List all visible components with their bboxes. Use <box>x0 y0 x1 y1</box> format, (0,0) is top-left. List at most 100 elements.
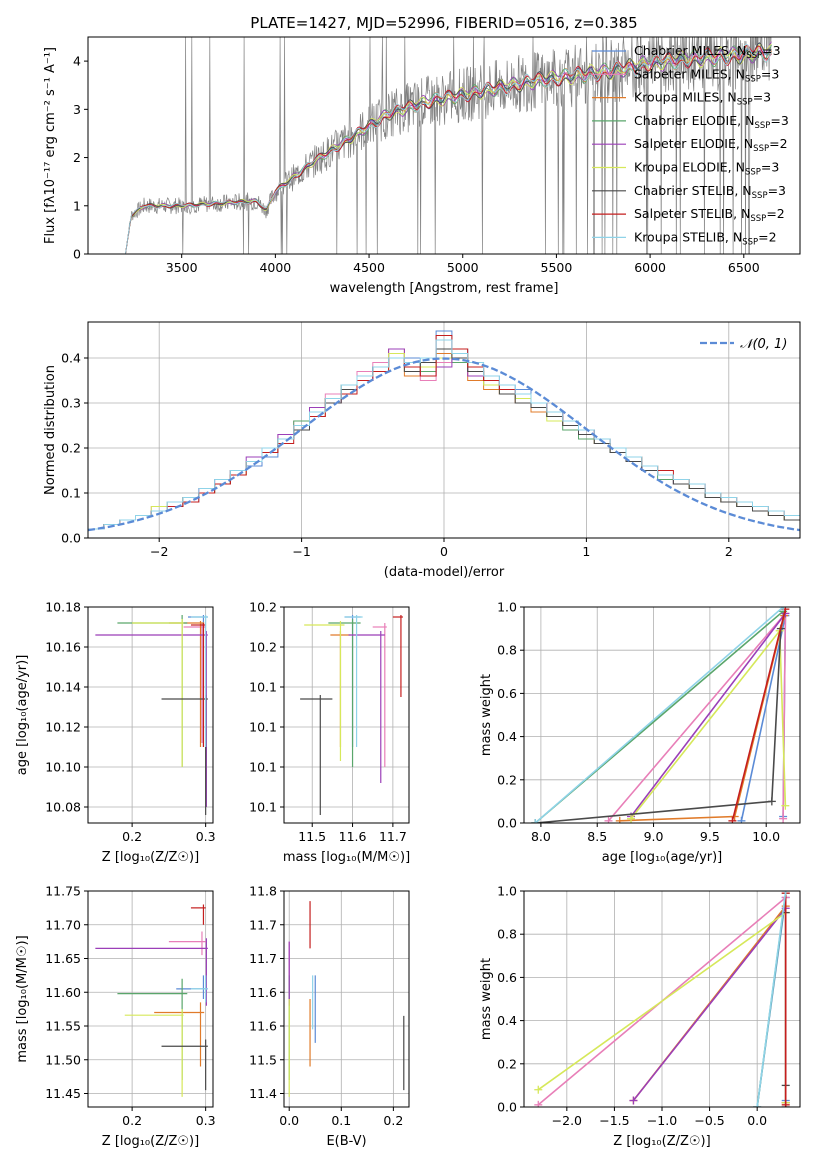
y-tick-label: 11.6 <box>249 1019 277 1034</box>
x-tick-label: 1 <box>582 544 590 559</box>
point-salpeter-miles <box>183 623 206 743</box>
point-marker <box>531 819 540 823</box>
point-kroupa-miles <box>154 1002 205 1067</box>
y-tick-label: 0.8 <box>497 643 517 658</box>
panel-residual-histogram: −2 −1 0 1 2 0.0 0.1 0.2 0.3 0.4 (data-model)/error… <box>43 321 801 580</box>
x-tick-label: −1.5 <box>599 1113 629 1128</box>
x-tick-label: −1.0 <box>647 1113 677 1128</box>
plot-area <box>288 901 405 1097</box>
x-axis-label: Z [log₁₀(Z/Z☉)] <box>102 850 199 865</box>
y-tick-label: 0.2 <box>497 772 517 787</box>
point-salpeter-elodie <box>95 938 208 1006</box>
point-chabrier-stelib <box>161 1039 208 1091</box>
x-tick-label: 0.0 <box>279 1113 299 1128</box>
y-tick-label: 0.8 <box>497 927 517 942</box>
y-tick-label: 10.2 <box>249 640 277 655</box>
series-kroupa-stelib <box>534 607 784 823</box>
y-axis-label: mass [log₁₀(M/M☉)] <box>15 935 30 1062</box>
x-tick-label: 4500 <box>353 260 385 275</box>
legend-label: Salpeter ELODIE, NSSP=2 <box>634 136 788 154</box>
y-tick-label: 1.0 <box>497 884 517 899</box>
axes-frame <box>87 36 801 255</box>
plot-area <box>125 37 772 254</box>
x-tick-label: 0.3 <box>196 1113 216 1128</box>
y-tick-label: 0.6 <box>497 970 517 985</box>
point-chabrier-elodie <box>117 615 188 767</box>
y-tick-label: 11.55 <box>45 1019 81 1034</box>
y-tick-label: 0.0 <box>61 531 81 546</box>
panel-spectrum: 3500 4000 4500 5000 5500 6000 6500 0 1 2 3 4 wavelen… <box>43 36 801 296</box>
series-salpeter-elodie <box>630 613 787 817</box>
point-salpeter-miles <box>372 623 387 767</box>
point-marker <box>615 816 624 823</box>
x-tick-label: 0 <box>440 544 448 559</box>
legend: Chabrier MILES, NSSP=3 Salpeter MILES, NS… <box>592 43 789 247</box>
model-spectrum-kroupa-stelib <box>125 43 772 254</box>
normal-distribution-curve <box>88 357 800 532</box>
plot-area <box>531 607 790 823</box>
panel-mass-vs-ebv: 0.0 0.1 0.2 11.4 11.5 11.6 11.6 11.7 11.7 11.8 E(B… <box>249 884 410 1149</box>
point-marker <box>781 891 790 895</box>
legend-label: Kroupa ELODIE, NSSP=3 <box>634 160 779 178</box>
point-chabrier-miles <box>176 975 208 999</box>
x-axis-label: E(B-V) <box>326 1134 366 1149</box>
legend-label: Chabrier ELODIE, NSSP=3 <box>634 113 789 131</box>
panel-massweight-vs-metallicity: −2.0 −1.5 −1.0 −0.5 0.0 0.0 0.2 0.4 0.6 0.8 1.0 Z [… <box>479 884 801 1149</box>
x-tick-label: 5000 <box>447 260 479 275</box>
x-tick-label: 8.5 <box>587 829 607 844</box>
y-tick-label: 2 <box>73 150 81 165</box>
point-kroupa-elodie <box>304 621 345 761</box>
y-axis-label: age [log₁₀(age/yr)] <box>15 655 30 776</box>
panel-age-vs-mass: 11.5 11.6 11.7 10.1 10.1 10.1 10.1 10.2 10.2 mass… <box>249 600 410 866</box>
x-tick-label: 5500 <box>541 260 573 275</box>
point-kroupa-stelib <box>190 975 208 1003</box>
point-marker <box>767 797 776 806</box>
point-marker <box>534 1085 543 1094</box>
point-salpeter-elodie <box>95 631 208 807</box>
y-tick-label: 0.2 <box>61 441 81 456</box>
point-marker <box>728 816 737 823</box>
y-tick-label: 11.7 <box>249 917 277 932</box>
point-salpeter-stelib <box>190 904 206 925</box>
x-tick-label: 9.0 <box>644 829 664 844</box>
series-salpeter-stelib <box>731 609 787 821</box>
x-tick-label: 9.5 <box>700 829 720 844</box>
axes-frame <box>87 606 214 824</box>
point-marker <box>753 1103 762 1107</box>
point-marker <box>781 801 790 810</box>
x-tick-label: 6500 <box>728 260 760 275</box>
x-tick-label: 2 <box>725 544 733 559</box>
panel-massweight-vs-age: 8.0 8.5 9.0 9.5 10.0 0.0 0.2 0.4 0.6 0.8 1.0 age [l… <box>479 600 801 865</box>
y-tick-label: 0.2 <box>497 1056 517 1071</box>
series-salpeter-elodie <box>632 907 787 1101</box>
y-tick-label: 10.1 <box>249 760 277 775</box>
y-tick-label: 0.4 <box>497 729 517 744</box>
legend-label: Kroupa STELIB, NSSP=2 <box>634 229 777 247</box>
figure-title: PLATE=1427, MJD=52996, FIBERID=0516, z=0… <box>250 14 637 32</box>
point-chabrier-stelib <box>300 695 333 815</box>
point-kroupa-elodie <box>124 1009 184 1097</box>
y-tick-label: 10.2 <box>249 600 277 615</box>
legend-label: Chabrier STELIB, NSSP=3 <box>634 183 786 201</box>
plot-area <box>95 615 208 815</box>
y-tick-label: 10.1 <box>249 720 277 735</box>
point-chabrier-elodie <box>117 978 188 1080</box>
x-tick-label: 8.0 <box>531 829 551 844</box>
axes-frame <box>87 321 801 539</box>
point-marker <box>629 1096 638 1105</box>
legend-label: Salpeter STELIB, NSSP=2 <box>634 206 785 224</box>
x-tick-label: 11.7 <box>379 829 407 844</box>
series-chabrier-miles <box>740 615 787 821</box>
y-tick-label: 11.75 <box>45 884 81 899</box>
axes-frame <box>87 890 214 1108</box>
y-tick-label: 10.08 <box>45 800 81 815</box>
model-spectrum-salpeter-elodie <box>125 41 772 254</box>
x-axis-label: mass [log₁₀(M/M☉)] <box>283 850 410 865</box>
point-kroupa-miles <box>168 621 205 747</box>
panel-age-vs-metallicity: 0.2 0.3 10.08 10.10 10.12 10.14 10.16 10.18 Z [l… <box>15 600 216 866</box>
y-tick-label: 0.0 <box>497 1100 517 1115</box>
x-tick-label: 0.1 <box>331 1113 351 1128</box>
plot-area <box>88 330 800 532</box>
y-axis-label: mass weight <box>479 958 494 1040</box>
point-salpeter-miles <box>168 931 206 956</box>
